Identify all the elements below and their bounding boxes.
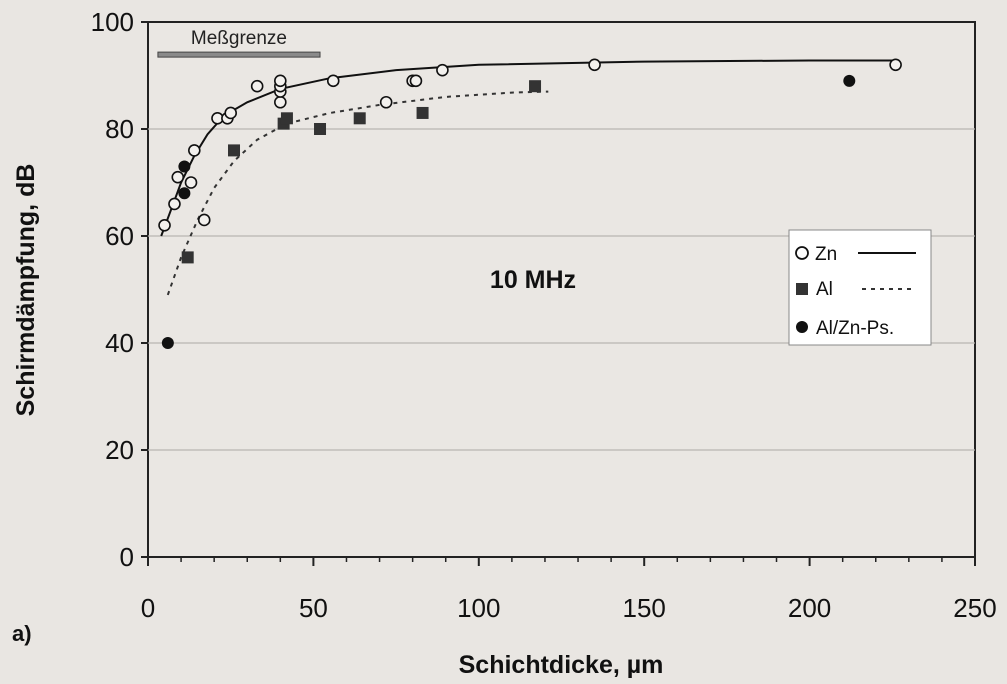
point-zn-3 bbox=[184, 176, 198, 189]
legend-marker-al bbox=[796, 283, 808, 295]
measurement-limit-label: Meßgrenze bbox=[191, 28, 287, 49]
point-zn-14 bbox=[326, 74, 340, 88]
data-points bbox=[158, 58, 902, 349]
point-zn-15 bbox=[379, 95, 393, 109]
y-tick-label-60: 60 bbox=[105, 221, 134, 251]
point-zn-1 bbox=[168, 197, 181, 211]
legend-label-al: Al bbox=[816, 279, 833, 300]
frequency-annotation: 10 MHz bbox=[490, 266, 576, 294]
point-zn-18 bbox=[436, 63, 449, 77]
tick-labels: 0 20 40 60 80 100 0 50 100 150 200 250 bbox=[91, 7, 997, 623]
point-zn-5 bbox=[197, 213, 211, 227]
point-zn-0 bbox=[158, 219, 171, 232]
point-zn-2 bbox=[171, 170, 185, 184]
y-tick-label-100: 100 bbox=[91, 7, 134, 37]
y-tick-label-80: 80 bbox=[105, 114, 134, 144]
point-al-5 bbox=[353, 112, 366, 125]
y-tick-label-0: 0 bbox=[120, 542, 134, 572]
point-al-6 bbox=[416, 106, 429, 119]
measurement-limit-bar bbox=[157, 51, 321, 58]
x-tick-label-50: 50 bbox=[299, 593, 328, 623]
y-tick-label-40: 40 bbox=[105, 328, 134, 358]
point-al-4 bbox=[314, 123, 327, 135]
point-zn-19 bbox=[588, 58, 601, 72]
point-al-3 bbox=[280, 112, 293, 125]
x-tick-label-0: 0 bbox=[141, 593, 155, 623]
fit-line-al bbox=[166, 90, 549, 296]
point-zn-20 bbox=[889, 58, 902, 72]
point-al-7 bbox=[529, 80, 542, 93]
point-al-zn-ps-3 bbox=[843, 74, 856, 87]
legend-marker-zn bbox=[795, 246, 809, 260]
legend-label-alzn: Al/Zn-Ps. bbox=[816, 318, 894, 339]
point-zn-10 bbox=[274, 95, 287, 109]
point-zn-17 bbox=[409, 74, 423, 88]
point-zn-4 bbox=[188, 144, 201, 157]
point-al-1 bbox=[228, 144, 241, 157]
point-zn-9 bbox=[250, 79, 264, 93]
y-axis-title: Schirmdämpfung, dB bbox=[12, 164, 40, 417]
measurement-limit: Meßgrenze bbox=[157, 28, 321, 58]
x-tick-label-200: 200 bbox=[788, 593, 831, 623]
x-tick-label-250: 250 bbox=[953, 593, 996, 623]
legend-label-zn: Zn bbox=[815, 244, 837, 265]
point-al-zn-ps-1 bbox=[178, 187, 191, 200]
panel-label: a) bbox=[12, 621, 32, 646]
point-al-zn-ps-2 bbox=[178, 160, 191, 173]
point-al-zn-ps-0 bbox=[161, 337, 174, 349]
point-zn-13 bbox=[274, 74, 287, 88]
x-axis-title: Schichtdicke, µm bbox=[459, 651, 664, 679]
x-tick-label-150: 150 bbox=[623, 593, 666, 623]
legend-box bbox=[788, 229, 932, 346]
legend: Zn Al Al/Zn-Ps. bbox=[788, 229, 932, 346]
point-al-0 bbox=[181, 251, 194, 264]
point-zn-8 bbox=[224, 106, 237, 120]
axis-ticks bbox=[141, 21, 976, 566]
x-tick-label-100: 100 bbox=[457, 593, 500, 623]
y-tick-label-20: 20 bbox=[105, 435, 134, 465]
legend-marker-alzn bbox=[796, 321, 808, 333]
